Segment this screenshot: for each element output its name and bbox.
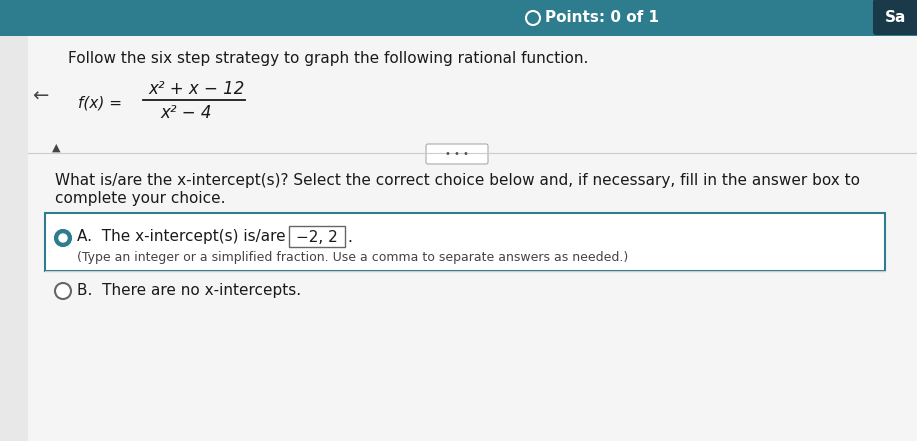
Circle shape	[59, 234, 67, 242]
FancyBboxPatch shape	[45, 213, 885, 271]
Text: x² + x − 12: x² + x − 12	[148, 80, 244, 98]
Text: .: .	[347, 229, 352, 244]
Text: (Type an integer or a simplified fraction. Use a comma to separate answers as ne: (Type an integer or a simplified fractio…	[77, 250, 628, 264]
Text: What is/are the x-intercept(s)? Select the correct choice below and, if necessar: What is/are the x-intercept(s)? Select t…	[55, 173, 860, 188]
Text: Points: 0 of 1: Points: 0 of 1	[545, 11, 659, 26]
Text: • • •: • • •	[445, 149, 469, 159]
FancyBboxPatch shape	[426, 144, 488, 164]
FancyBboxPatch shape	[0, 36, 917, 441]
Circle shape	[55, 230, 71, 246]
Text: complete your choice.: complete your choice.	[55, 191, 226, 206]
Text: A.  The x-intercept(s) is/are: A. The x-intercept(s) is/are	[77, 229, 285, 244]
Text: f(x) =: f(x) =	[78, 96, 122, 111]
Text: B.  There are no x-intercepts.: B. There are no x-intercepts.	[77, 284, 301, 299]
Text: Sa: Sa	[885, 10, 907, 25]
Text: −2, 2: −2, 2	[296, 229, 337, 244]
FancyBboxPatch shape	[289, 226, 345, 247]
FancyBboxPatch shape	[28, 36, 917, 441]
Text: Follow the six step strategy to graph the following rational function.: Follow the six step strategy to graph th…	[68, 52, 589, 67]
Text: ▲: ▲	[52, 143, 61, 153]
Text: x² − 4: x² − 4	[160, 104, 212, 122]
FancyBboxPatch shape	[873, 0, 917, 35]
Circle shape	[55, 283, 71, 299]
FancyBboxPatch shape	[0, 0, 917, 36]
Text: ←: ←	[32, 86, 49, 105]
